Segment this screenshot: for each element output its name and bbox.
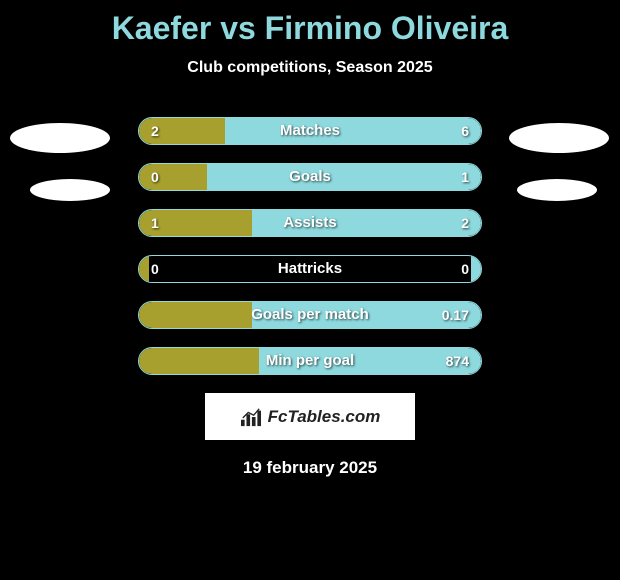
- bar-label: Goals: [139, 164, 481, 190]
- brand-text: FcTables.com: [268, 407, 381, 427]
- bar-value-right: 2: [461, 210, 469, 236]
- stat-bar: Min per goal874: [138, 347, 482, 375]
- page-title: Kaefer vs Firmino Oliveira: [0, 0, 620, 47]
- brand-banner: FcTables.com: [205, 393, 415, 440]
- player-right-avatar: [509, 123, 609, 153]
- player-left-avatar: [10, 123, 110, 153]
- chart-icon: [240, 407, 262, 427]
- bar-label: Assists: [139, 210, 481, 236]
- player-left-avatar-2: [30, 179, 110, 201]
- bar-label: Goals per match: [139, 302, 481, 328]
- bar-value-right: 6: [461, 118, 469, 144]
- stat-bar: 0Hattricks0: [138, 255, 482, 283]
- stat-bar: 1Assists2: [138, 209, 482, 237]
- bar-label: Min per goal: [139, 348, 481, 374]
- bar-value-right: 0: [461, 256, 469, 282]
- stat-bar: Goals per match0.17: [138, 301, 482, 329]
- stat-bar: 2Matches6: [138, 117, 482, 145]
- subtitle: Club competitions, Season 2025: [0, 59, 620, 77]
- date-text: 19 february 2025: [0, 458, 620, 478]
- stats-bars: 2Matches60Goals11Assists20Hattricks0Goal…: [138, 117, 482, 375]
- bar-value-right: 0.17: [442, 302, 469, 328]
- bar-label: Matches: [139, 118, 481, 144]
- bar-value-right: 874: [446, 348, 469, 374]
- player-right-avatar-2: [517, 179, 597, 201]
- stat-bar: 0Goals1: [138, 163, 482, 191]
- bar-value-right: 1: [461, 164, 469, 190]
- bar-label: Hattricks: [139, 256, 481, 282]
